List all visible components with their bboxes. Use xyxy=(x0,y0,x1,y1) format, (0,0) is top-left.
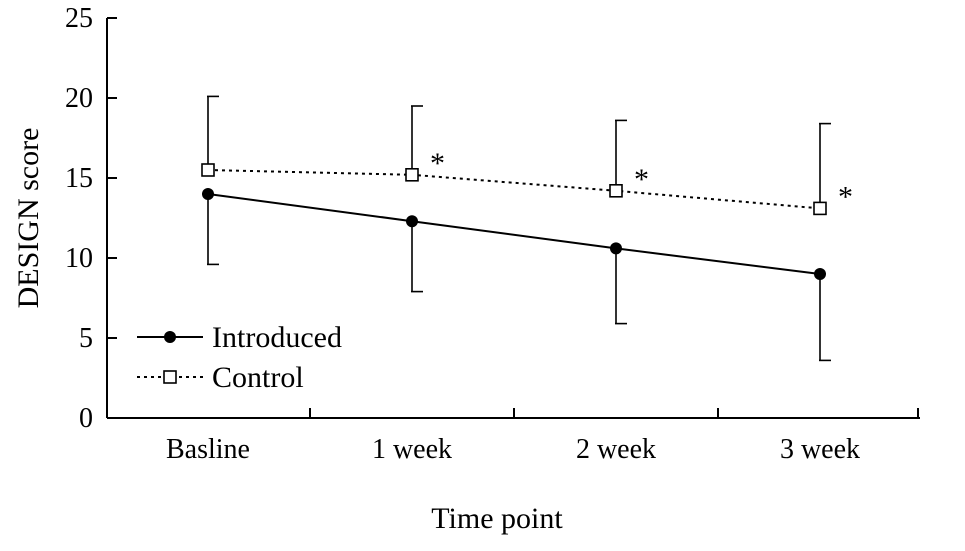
data-point-control xyxy=(201,163,215,177)
data-point-introduced xyxy=(610,242,622,255)
x-tick-label: 1 week xyxy=(372,434,452,465)
x-tick-label: 3 week xyxy=(780,434,860,465)
error-bars xyxy=(207,95,831,362)
data-point-introduced xyxy=(814,268,826,280)
data-point-control xyxy=(405,168,419,182)
data-point-introduced xyxy=(406,215,418,228)
x-ticks: Basline 1 week 2 week 3 week xyxy=(166,408,919,465)
legend-label-introduced: Introduced xyxy=(212,321,342,354)
y-tick-label: 15 xyxy=(65,163,93,194)
y-tick-label: 10 xyxy=(65,243,93,274)
series-markers xyxy=(201,163,827,280)
y-tick-label: 5 xyxy=(79,323,93,354)
x-axis-title: Time point xyxy=(431,502,563,535)
significance-marker: * xyxy=(634,163,649,196)
legend-marker-introduced xyxy=(164,331,176,343)
series-lines xyxy=(207,169,821,275)
data-point-control xyxy=(609,184,623,198)
y-tick-label: 20 xyxy=(65,83,93,114)
legend: Introduced Control xyxy=(137,321,342,394)
x-tick-label: Basline xyxy=(166,434,250,465)
y-axis-title: DESIGN score xyxy=(12,128,45,309)
data-point-introduced xyxy=(202,188,214,200)
y-tick-label: 0 xyxy=(79,403,93,434)
significance-annotations: * * * xyxy=(430,147,853,214)
x-tick-label: 2 week xyxy=(576,434,656,465)
significance-marker: * xyxy=(430,147,445,180)
legend-marker-control xyxy=(163,370,177,384)
axes xyxy=(106,18,920,419)
data-point-control xyxy=(813,201,827,216)
significance-marker: * xyxy=(838,180,853,213)
y-tick-label: 25 xyxy=(65,3,93,34)
series-line-introduced xyxy=(207,193,821,275)
series-line-control xyxy=(207,169,821,210)
y-ticks: 0 5 10 15 20 25 xyxy=(65,3,117,434)
legend-label-control: Control xyxy=(212,361,304,394)
